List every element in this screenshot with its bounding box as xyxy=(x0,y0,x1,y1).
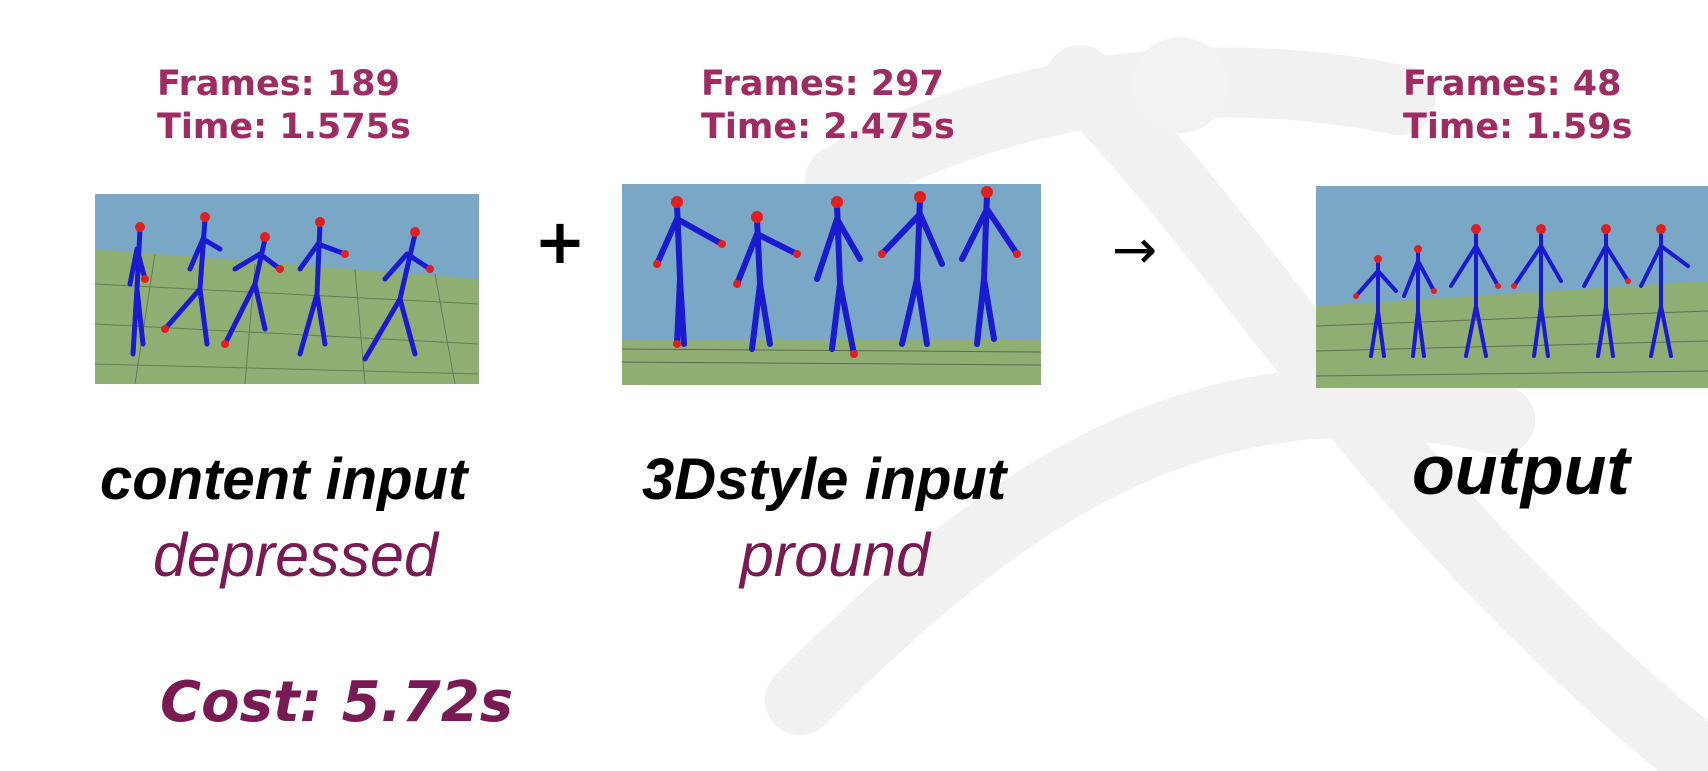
content-frames: Frames: 189 xyxy=(157,64,400,104)
content-emotion-label: depressed xyxy=(153,521,438,589)
content-time: Time: 1.575s xyxy=(157,107,411,147)
arrow-operator: → xyxy=(1112,218,1158,281)
style-motion-strip xyxy=(622,184,1041,385)
output-motion-strip xyxy=(1316,186,1708,388)
output-stats: Frames: 48 Time: 1.59s xyxy=(1403,63,1632,149)
output-time: Time: 1.59s xyxy=(1403,107,1633,147)
output-label: output xyxy=(1412,431,1630,509)
style-stats: Frames: 297 Time: 2.475s xyxy=(701,63,955,149)
stick-figure-skeleton-icon xyxy=(654,191,1020,357)
plus-operator: + xyxy=(534,205,586,278)
output-frames: Frames: 48 xyxy=(1403,64,1622,104)
content-stats: Frames: 189 Time: 1.575s xyxy=(157,63,411,149)
style-emotion-label: pround xyxy=(740,521,930,589)
stick-figure-skeleton-icon xyxy=(127,216,433,362)
cost-label: Cost: 5.72s xyxy=(160,670,514,735)
style-frames: Frames: 297 xyxy=(701,64,944,104)
content-input-label: content input xyxy=(100,447,468,512)
style-time: Time: 2.475s xyxy=(701,107,955,147)
content-motion-strip xyxy=(95,194,479,384)
stick-figure-skeleton-icon xyxy=(1354,229,1690,358)
style-input-label: 3Dstyle input xyxy=(642,447,1007,512)
